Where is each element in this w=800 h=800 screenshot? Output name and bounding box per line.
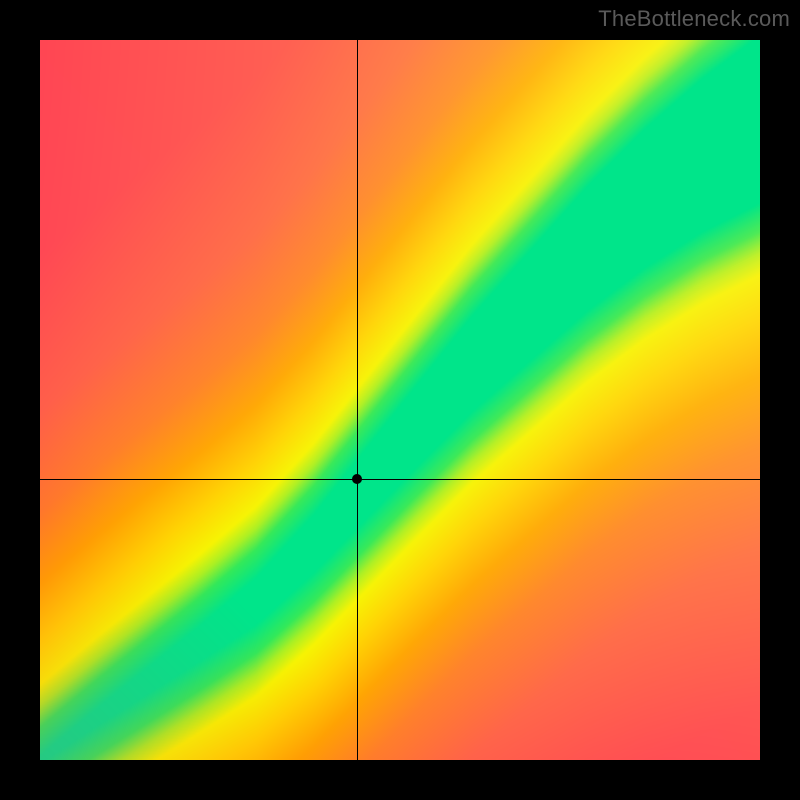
watermark-text: TheBottleneck.com xyxy=(598,6,790,32)
crosshair-vertical xyxy=(357,40,358,760)
crosshair-horizontal xyxy=(40,479,760,480)
heatmap-canvas xyxy=(40,40,760,760)
current-point-marker xyxy=(352,474,362,484)
bottleneck-heatmap xyxy=(40,40,760,760)
